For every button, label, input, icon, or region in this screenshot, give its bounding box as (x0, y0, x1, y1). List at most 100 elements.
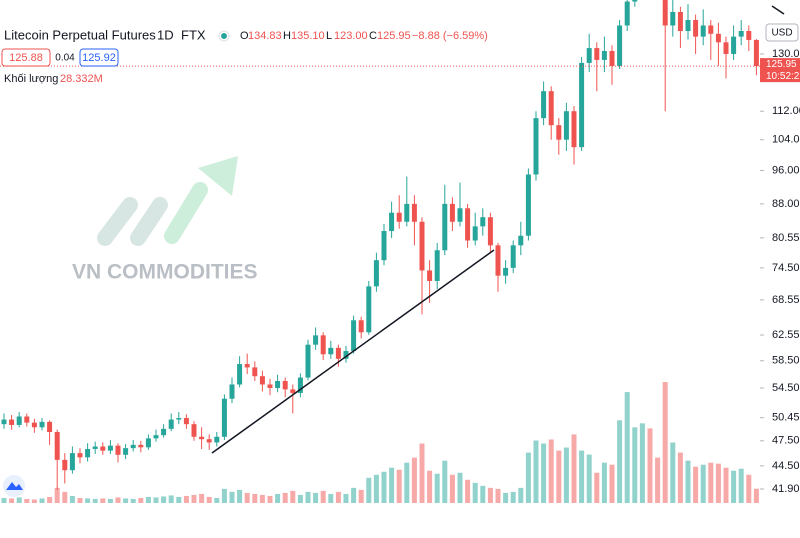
ohlc-value: 134.83 (248, 30, 282, 42)
volume-bar (548, 439, 554, 503)
candle-body (351, 320, 357, 352)
volume-bar (594, 472, 600, 503)
candle-body (381, 231, 387, 261)
ohlc-value: 135.10 (291, 30, 325, 42)
y-tick-label: 47.50 (772, 435, 800, 447)
currency: USD (771, 28, 792, 39)
bid: 125.88 (9, 52, 43, 64)
countdown: 10:52:2 (766, 71, 800, 82)
candle-body (662, 0, 668, 26)
volume-bar (62, 491, 68, 503)
volume-bar (670, 442, 676, 503)
exchange: FTX (181, 27, 206, 42)
volume-bar (168, 495, 174, 503)
volume-bar (723, 467, 729, 503)
volume-bar (715, 463, 721, 503)
volume-bar (259, 494, 265, 503)
candle-body (138, 444, 144, 448)
candle-body (16, 416, 22, 425)
volume-bar (183, 495, 189, 503)
volume-bar (229, 491, 235, 503)
volume-bar (541, 443, 547, 503)
candle-body (100, 446, 106, 451)
y-tick-label: 62.55 (772, 329, 800, 341)
candle-body (229, 384, 235, 399)
volume-bar (624, 392, 630, 503)
volume-bar (343, 493, 349, 503)
candle-body (191, 424, 197, 437)
volume-bar (275, 493, 281, 503)
volume-bar (130, 498, 136, 503)
candle-body (723, 42, 729, 54)
candle-body (685, 20, 691, 32)
candle-body (366, 286, 372, 333)
volume-bar (465, 479, 471, 503)
volume-bar (639, 423, 645, 503)
volume-bar (313, 492, 319, 503)
volume-bar (662, 382, 668, 503)
candle-body (449, 203, 455, 222)
spread: 0.04 (55, 53, 75, 64)
candle-body (214, 436, 220, 443)
candle-body (297, 377, 303, 393)
volume-bar (731, 470, 737, 503)
candle-body (305, 344, 311, 378)
volume-bar (351, 487, 357, 503)
volume-bar (632, 427, 638, 503)
candle-body (115, 445, 121, 455)
candle-body (252, 367, 258, 377)
candle-body (31, 422, 37, 428)
candle-body (9, 419, 15, 425)
candle-body (145, 438, 151, 448)
candle-body (731, 36, 737, 54)
candle-body (161, 428, 167, 436)
volume-value: 28.332M (60, 73, 103, 85)
candle-body (715, 33, 721, 43)
y-tick-label: 112.00 (772, 105, 800, 117)
candle-body (282, 380, 288, 390)
candle-body (373, 260, 379, 287)
volume-bar (617, 420, 623, 503)
ask-box[interactable] (79, 48, 119, 67)
candle-body (290, 389, 296, 393)
axis-icon (771, 5, 785, 15)
volume-bar (297, 494, 303, 503)
volume-bar (123, 498, 129, 503)
volume-bar (396, 469, 402, 503)
bid-box[interactable] (1, 48, 51, 67)
candle-body (320, 335, 326, 355)
candle-body (335, 347, 341, 359)
last-price-label: 125.95 (766, 59, 797, 70)
volume-bar (411, 457, 417, 503)
candle-body (586, 48, 592, 63)
candle-body (206, 439, 212, 443)
volume-bar (609, 464, 615, 503)
candle-body (563, 111, 569, 140)
volume-bar (214, 497, 220, 503)
volume-bar (655, 457, 661, 503)
volume-bar (419, 443, 425, 503)
candle-body (396, 212, 402, 222)
volume-bar (533, 440, 539, 503)
price-axis (760, 0, 800, 533)
volume-bar (381, 471, 387, 503)
volume-bar (115, 497, 121, 503)
interval: 1D (157, 27, 174, 42)
volume-bar (161, 496, 167, 503)
candle-body (601, 51, 607, 60)
volume-bar (753, 488, 759, 503)
candle-body (525, 174, 531, 236)
candle-body (24, 416, 30, 423)
volume-bar (495, 488, 501, 503)
y-tick-label: 74.50 (772, 262, 800, 274)
candle-body (153, 435, 159, 439)
candle-body (92, 446, 98, 449)
volume-bar (85, 498, 91, 503)
candle-body (579, 62, 585, 148)
candle-body (548, 91, 554, 126)
candle-body (313, 335, 319, 345)
candle-body (571, 111, 577, 148)
volume-bar (746, 474, 752, 503)
volume-bar (647, 428, 653, 503)
